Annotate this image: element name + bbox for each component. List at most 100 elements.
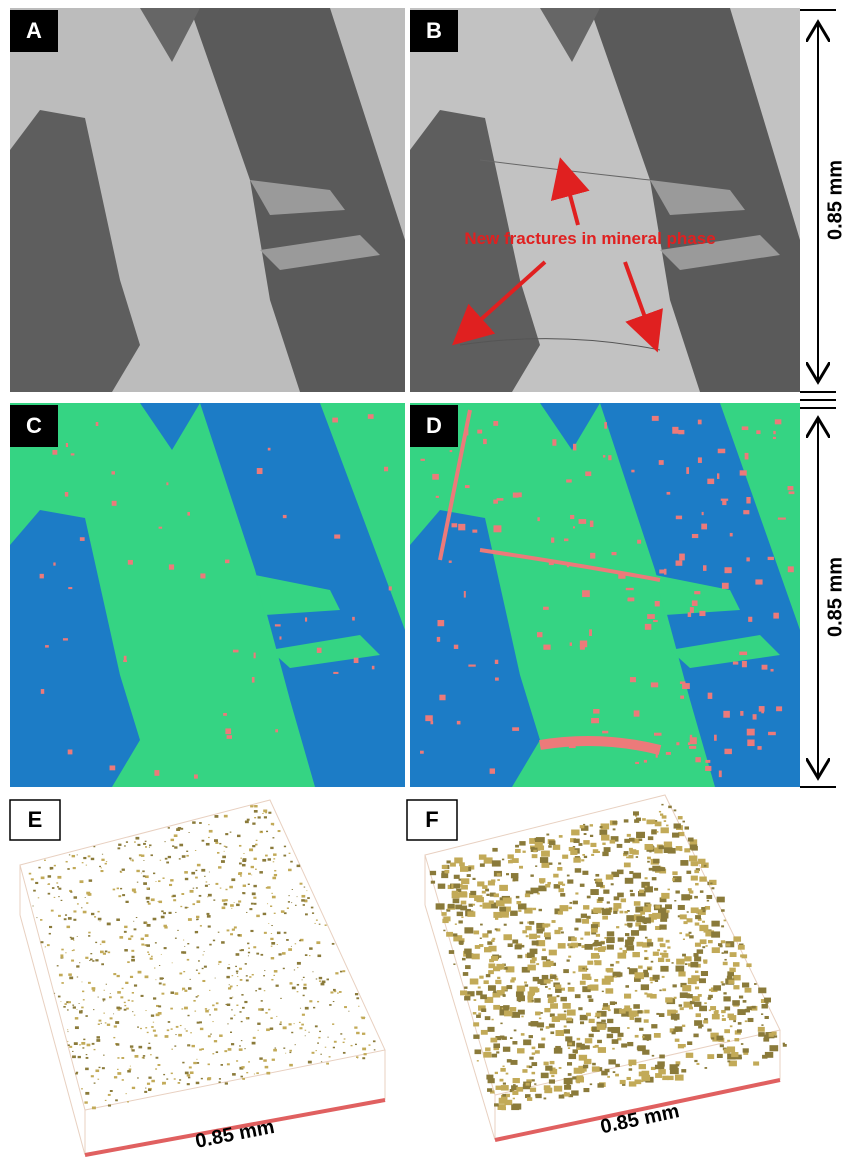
- speckle: [130, 859, 131, 860]
- speckle: [308, 1032, 309, 1033]
- speckle: [112, 501, 117, 506]
- speckle: [79, 962, 80, 963]
- speckle: [289, 1050, 291, 1052]
- speckle: [747, 729, 755, 736]
- speckle: [717, 897, 725, 903]
- speckle: [222, 907, 226, 910]
- speckle: [480, 994, 487, 999]
- speckle: [449, 561, 452, 563]
- speckle: [595, 874, 599, 877]
- speckle: [551, 1075, 554, 1077]
- speckle: [147, 924, 151, 927]
- speckle: [113, 973, 116, 975]
- speckle: [561, 888, 564, 890]
- speckle: [210, 1034, 212, 1035]
- speckle: [61, 957, 63, 958]
- speckle: [607, 945, 614, 950]
- speckle: [441, 873, 448, 878]
- speckle: [190, 1071, 194, 1074]
- speckle: [303, 995, 305, 996]
- speckle: [283, 855, 286, 857]
- speckle: [659, 925, 666, 930]
- speckle: [120, 871, 121, 872]
- speckle: [630, 677, 636, 682]
- speckle: [182, 988, 185, 990]
- speckle: [436, 496, 439, 498]
- speckle: [700, 890, 704, 892]
- panel-label: C: [26, 413, 42, 438]
- speckle: [482, 933, 488, 937]
- speckle: [699, 877, 706, 882]
- speckle: [108, 1104, 111, 1106]
- speckle: [586, 1013, 591, 1016]
- speckle: [731, 1052, 738, 1057]
- speckle: [134, 1015, 135, 1016]
- speckle: [177, 930, 178, 931]
- speckle: [147, 888, 149, 890]
- speckle: [65, 492, 68, 497]
- speckle: [256, 915, 260, 917]
- speckle: [493, 525, 501, 532]
- speckle: [117, 1069, 119, 1070]
- speckle: [344, 1006, 347, 1008]
- speckle: [132, 859, 133, 860]
- speckle: [633, 811, 639, 815]
- speckle: [137, 1026, 139, 1027]
- speckle: [626, 588, 634, 590]
- speckle: [645, 958, 647, 960]
- speckle: [124, 931, 127, 933]
- speckle: [188, 987, 192, 989]
- speckle: [208, 894, 212, 897]
- speckle: [638, 966, 643, 969]
- speckle: [659, 570, 664, 574]
- speckle: [645, 624, 652, 630]
- speckle: [199, 1021, 202, 1023]
- speckle: [158, 1005, 161, 1007]
- speckle: [96, 422, 99, 426]
- speckle: [549, 1024, 555, 1028]
- speckle: [141, 873, 142, 874]
- speckle: [647, 993, 653, 997]
- speckle: [184, 871, 188, 874]
- speckle: [316, 941, 320, 944]
- speckle: [503, 1066, 505, 1067]
- speckle: [243, 853, 244, 854]
- speckle: [117, 888, 119, 890]
- speckle: [457, 721, 461, 725]
- speckle: [627, 937, 634, 942]
- speckle: [475, 1049, 482, 1054]
- speckle: [589, 629, 592, 636]
- speckle: [229, 964, 230, 965]
- speckle: [607, 901, 610, 903]
- speckle: [695, 922, 700, 925]
- speckle: [312, 971, 313, 972]
- speckle: [291, 902, 292, 903]
- speckle: [635, 1035, 639, 1038]
- speckle: [117, 991, 121, 994]
- speckle: [580, 938, 583, 940]
- speckle: [128, 1000, 130, 1001]
- speckle: [602, 916, 608, 920]
- speckle: [299, 1022, 301, 1023]
- speckle: [598, 1047, 606, 1053]
- speckle: [607, 931, 614, 936]
- speckle: [699, 978, 706, 983]
- speckle: [490, 1038, 497, 1043]
- speckle: [174, 846, 177, 848]
- speckle: [672, 984, 676, 987]
- speckle: [326, 1063, 329, 1065]
- speckle: [603, 455, 605, 457]
- speckle: [462, 958, 466, 961]
- speckle: [35, 882, 38, 884]
- speckle: [50, 869, 52, 870]
- speckle: [187, 1074, 190, 1076]
- speckle: [295, 1044, 296, 1045]
- speckle: [508, 943, 513, 947]
- speckle: [517, 986, 525, 992]
- speckle: [255, 869, 257, 870]
- speckle: [589, 999, 594, 1002]
- speckle: [188, 832, 189, 833]
- speckle: [451, 523, 457, 527]
- speckle: [627, 923, 632, 927]
- speckle: [477, 1060, 479, 1061]
